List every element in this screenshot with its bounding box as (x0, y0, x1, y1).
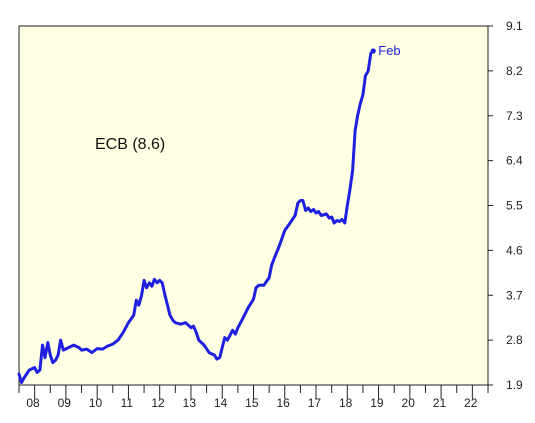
x-tick-label: 20 (402, 396, 416, 410)
x-tick-label: 12 (151, 396, 165, 410)
y-tick-label: 9.1 (506, 19, 523, 33)
series-line (17, 49, 375, 384)
y-tick-label: 3.7 (506, 288, 523, 302)
plot-area (18, 25, 489, 386)
end-label: Feb (378, 43, 400, 58)
chart-annotation: ECB (8.6) (95, 136, 165, 153)
x-tick-label: 19 (370, 396, 384, 410)
x-tick-label: 22 (464, 396, 478, 410)
x-tick-label: 09 (58, 396, 72, 410)
y-tick-label: 6.4 (506, 154, 523, 168)
y-tick-label: 7.3 (506, 109, 523, 123)
x-tick-label: 11 (121, 396, 134, 410)
x-tick-label: 10 (89, 396, 103, 410)
x-tick-label: 08 (26, 396, 40, 410)
y-tick-label: 2.8 (506, 333, 523, 347)
y-tick-label: 5.5 (506, 199, 523, 213)
x-tick-label: 21 (433, 396, 447, 410)
x-tick-label: 14 (214, 396, 228, 410)
y-tick-label: 1.9 (506, 378, 523, 392)
x-tick-label: 13 (183, 396, 197, 410)
end-point-marker (370, 48, 376, 54)
x-tick-label: 17 (308, 396, 322, 410)
x-tick-label: 16 (276, 396, 290, 410)
x-tick-label: 18 (339, 396, 353, 410)
y-tick-label: 8.2 (506, 64, 523, 78)
x-tick-label: 15 (245, 396, 259, 410)
y-tick-label: 4.6 (506, 243, 523, 257)
